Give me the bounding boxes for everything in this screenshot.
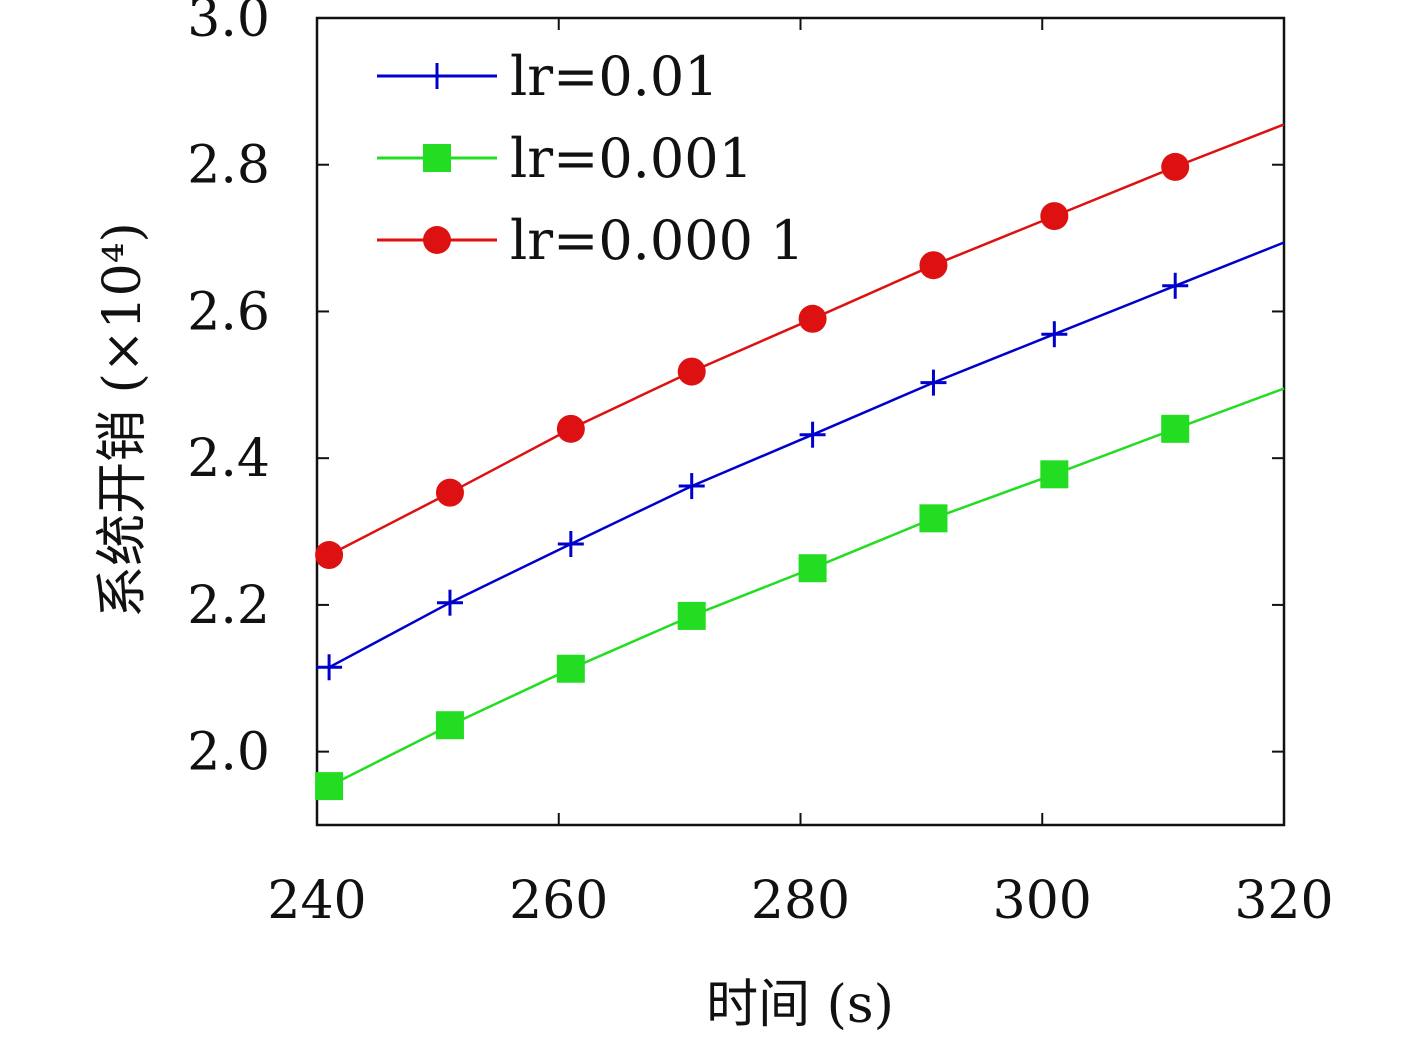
legend-label: lr=0.001 (510, 127, 753, 190)
y-tick-label: 2.4 (187, 429, 270, 489)
legend-item: lr=0.01 (377, 45, 719, 108)
y-tick-label: 2.0 (187, 723, 270, 783)
data-point (556, 414, 585, 443)
data-point (315, 772, 344, 801)
legend-label: lr=0.01 (510, 45, 719, 108)
series-line (328, 387, 1285, 788)
legend-item: lr=0.001 (377, 127, 753, 190)
series-1 (316, 241, 1285, 681)
data-point (435, 711, 464, 740)
legend-label: lr=0.000 1 (510, 209, 804, 272)
data-point (435, 478, 464, 507)
data-point (556, 654, 585, 683)
data-point (315, 541, 344, 570)
data-point (1040, 202, 1069, 231)
series-2 (315, 387, 1285, 801)
data-point (677, 601, 706, 630)
y-axis-label: 系统开销 (×10⁴) (93, 222, 153, 618)
plot-frame (315, 16, 1286, 827)
x-tick-label: 280 (751, 871, 850, 931)
series-3 (315, 123, 1285, 570)
data-point (798, 304, 827, 333)
data-point (798, 554, 827, 583)
data-point (919, 251, 948, 280)
data-point (919, 504, 948, 533)
x-tick-label: 320 (1234, 871, 1333, 931)
y-axis-title: 系统开销 (×10⁴) (93, 222, 153, 618)
data-point (1161, 152, 1190, 181)
data-point (677, 357, 706, 386)
legend-item: lr=0.000 1 (377, 209, 804, 272)
legend: lr=0.01 lr=0.001 lr=0.000 1 (377, 45, 804, 272)
plot-area: 240 260 280 300 320 2.0 2.2 2.4 2.6 2.8 3.0 lr=0.01… (187, 0, 1333, 931)
x-axis-title: 时间 (s) (706, 975, 894, 1035)
legend-swatch-marker (423, 226, 451, 254)
legend-swatch-marker (423, 144, 451, 172)
x-axis-label: 时间 (s) (706, 975, 894, 1035)
series-line (328, 123, 1285, 557)
data-point (1040, 460, 1069, 489)
data-point (1161, 414, 1190, 443)
y-tick-label: 3.0 (187, 0, 270, 49)
y-tick-label: 2.8 (187, 136, 270, 196)
x-tick-label: 260 (509, 871, 608, 931)
x-tick-label: 300 (993, 871, 1092, 931)
y-tick-label: 2.2 (187, 576, 270, 636)
y-tick-label: 2.6 (187, 282, 270, 342)
x-tick-label: 240 (267, 871, 366, 931)
